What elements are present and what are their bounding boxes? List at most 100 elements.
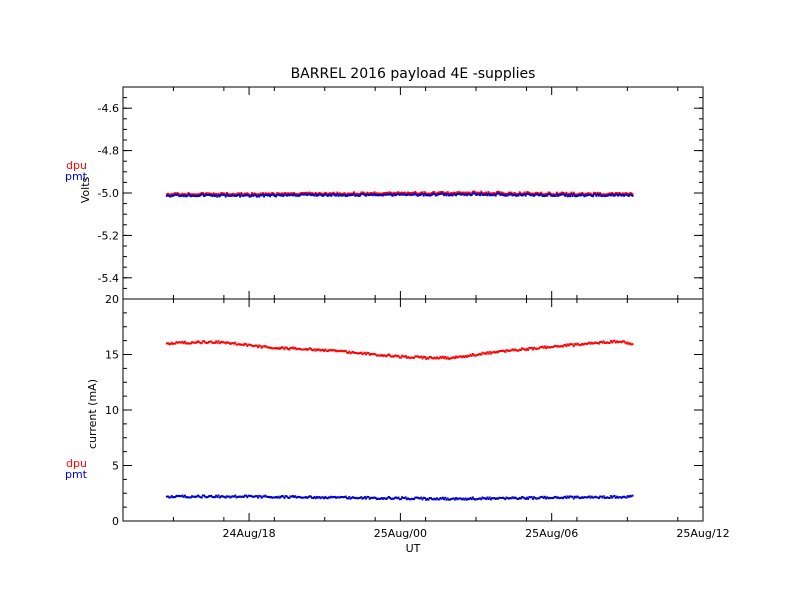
data-point — [630, 193, 633, 196]
data-point — [498, 191, 501, 193]
data-point — [272, 192, 275, 195]
data-point — [205, 192, 208, 195]
data-point — [537, 497, 540, 500]
data-point — [445, 498, 448, 501]
data-point — [440, 356, 443, 359]
data-point — [459, 497, 462, 500]
data-point — [605, 341, 608, 344]
data-point — [443, 357, 446, 360]
data-point — [499, 350, 502, 353]
data-point — [501, 193, 504, 196]
data-point — [193, 193, 196, 196]
data-point — [332, 349, 335, 352]
data-point — [609, 194, 612, 197]
data-point — [360, 191, 363, 194]
data-point — [440, 192, 443, 195]
data-point — [215, 194, 218, 197]
data-point — [441, 496, 444, 499]
data-point — [331, 496, 334, 499]
data-point — [422, 192, 425, 195]
data-point — [227, 193, 230, 196]
data-point — [606, 194, 609, 197]
data-point — [273, 193, 276, 196]
data-point — [237, 343, 240, 346]
data-point — [271, 193, 274, 196]
data-point — [284, 193, 287, 196]
data-point — [464, 191, 467, 194]
data-point — [173, 194, 176, 197]
data-point — [242, 193, 245, 196]
data-point — [504, 192, 507, 195]
data-point — [251, 193, 254, 196]
data-point — [486, 351, 489, 354]
data-point — [525, 192, 528, 195]
data-point — [242, 344, 245, 347]
data-point — [422, 496, 425, 499]
data-point — [251, 495, 254, 498]
data-point — [230, 194, 233, 197]
data-point — [221, 340, 224, 343]
data-point — [331, 193, 334, 196]
data-point — [327, 192, 330, 195]
data-point — [486, 192, 489, 195]
data-point — [596, 191, 599, 194]
data-point — [359, 193, 362, 195]
data-point — [260, 192, 263, 195]
data-point — [371, 193, 374, 196]
data-point — [469, 192, 472, 195]
data-point — [558, 345, 561, 348]
data-point — [576, 194, 579, 197]
data-point — [585, 496, 588, 499]
data-point — [321, 349, 324, 351]
data-point — [273, 194, 276, 197]
data-point — [265, 495, 268, 498]
data-point — [207, 193, 210, 196]
data-point — [543, 193, 546, 196]
data-point — [311, 349, 314, 352]
data-point — [167, 495, 170, 498]
data-point — [193, 194, 196, 197]
data-point — [311, 193, 314, 196]
data-point — [197, 340, 200, 343]
data-point — [485, 193, 488, 196]
data-point — [284, 346, 287, 349]
data-point — [609, 192, 612, 195]
data-point — [393, 496, 396, 499]
data-point — [182, 495, 185, 498]
data-point — [210, 194, 213, 197]
data-point — [477, 191, 480, 194]
data-point — [191, 341, 194, 344]
data-point — [243, 342, 246, 345]
data-point — [392, 193, 395, 196]
data-point — [617, 193, 620, 196]
data-point — [272, 347, 275, 350]
data-point — [409, 356, 412, 359]
data-point — [558, 194, 561, 197]
data-point — [603, 496, 606, 499]
data-point — [289, 495, 292, 498]
data-point — [338, 350, 341, 353]
data-point — [516, 349, 519, 352]
data-point — [596, 342, 599, 344]
data-point — [299, 347, 302, 350]
data-point — [531, 497, 534, 500]
data-point — [575, 195, 578, 198]
data-point — [249, 193, 252, 196]
data-point — [379, 192, 382, 195]
data-point — [433, 192, 436, 195]
data-point — [234, 494, 237, 497]
data-point — [225, 193, 228, 196]
data-point — [494, 194, 497, 197]
data-point — [506, 192, 509, 195]
data-point — [438, 193, 441, 196]
data-point — [499, 194, 502, 197]
data-point — [339, 194, 342, 197]
data-point — [170, 341, 173, 344]
data-point — [246, 192, 249, 195]
data-point — [587, 192, 590, 195]
data-point — [313, 496, 316, 498]
data-point — [362, 193, 365, 196]
data-point — [342, 194, 345, 197]
data-point — [597, 497, 600, 500]
data-point — [264, 494, 267, 497]
